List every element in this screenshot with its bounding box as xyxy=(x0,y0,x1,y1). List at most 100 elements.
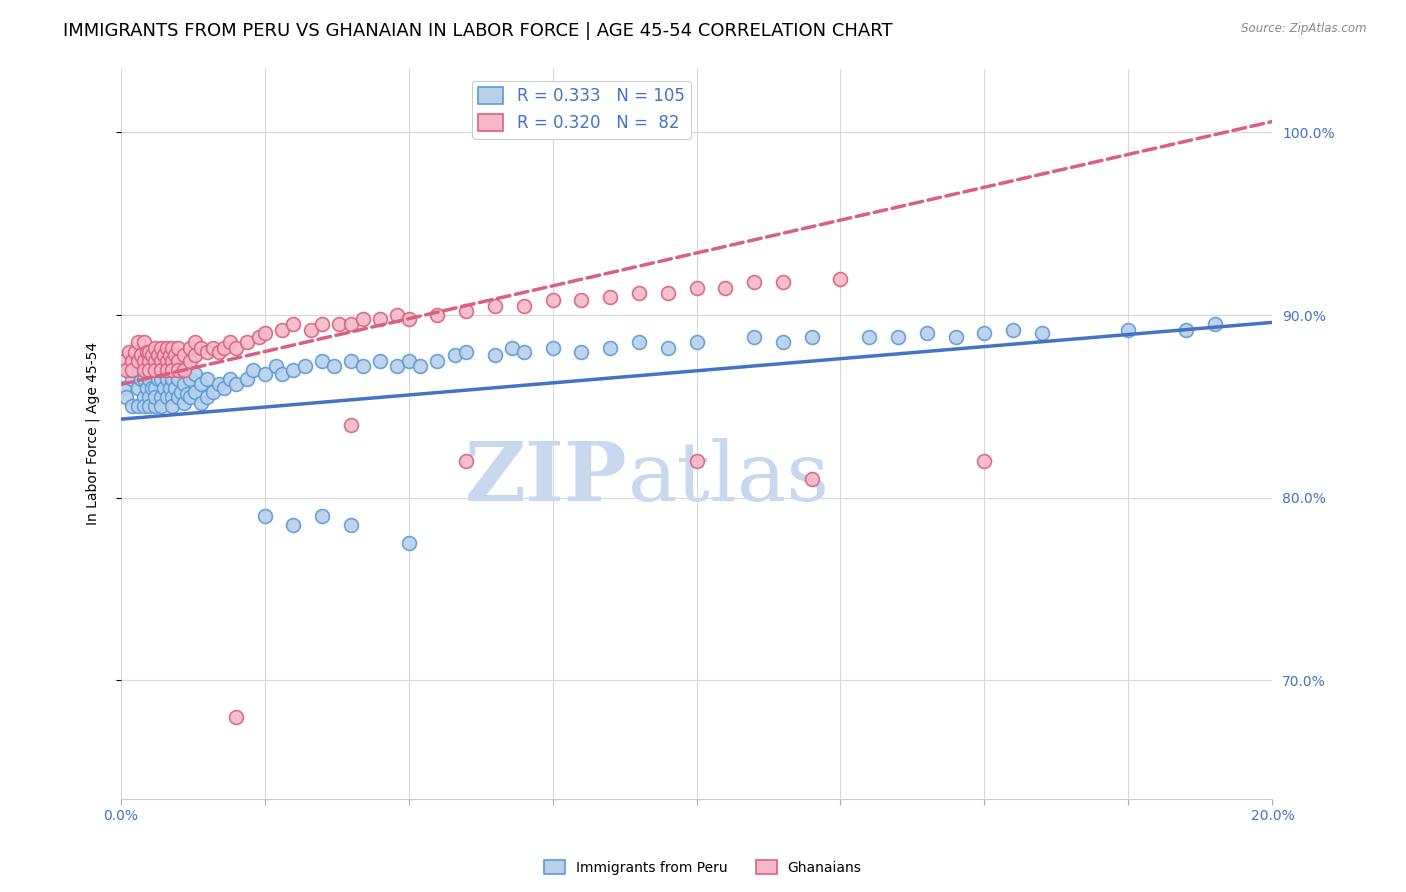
Point xyxy=(299,323,322,337)
Point xyxy=(141,381,163,395)
Point xyxy=(124,344,146,359)
Point xyxy=(513,344,536,359)
Point xyxy=(340,353,363,368)
Point xyxy=(283,363,305,377)
Point xyxy=(121,363,143,377)
Point xyxy=(149,390,172,404)
Point xyxy=(121,372,143,386)
Point xyxy=(501,341,523,355)
Point xyxy=(153,348,176,362)
Point xyxy=(143,390,166,404)
Point xyxy=(156,341,179,355)
Point xyxy=(409,359,432,374)
Point xyxy=(800,330,823,344)
Point xyxy=(170,384,193,399)
Point xyxy=(685,454,707,468)
Point xyxy=(156,363,179,377)
Point xyxy=(173,377,195,392)
Point xyxy=(311,353,333,368)
Point xyxy=(225,377,247,392)
Point xyxy=(179,341,201,355)
Point xyxy=(143,341,166,355)
Point xyxy=(149,363,172,377)
Point xyxy=(118,363,141,377)
Point xyxy=(141,348,163,362)
Point xyxy=(541,341,564,355)
Legend: R = 0.333   N = 105, R = 0.320   N =  82: R = 0.333 N = 105, R = 0.320 N = 82 xyxy=(471,80,692,138)
Point xyxy=(184,348,207,362)
Point xyxy=(1175,323,1198,337)
Point xyxy=(214,341,236,355)
Point xyxy=(173,348,195,362)
Point xyxy=(945,330,967,344)
Point xyxy=(1031,326,1053,341)
Point xyxy=(352,311,374,326)
Point xyxy=(973,326,995,341)
Point xyxy=(162,353,184,368)
Point xyxy=(143,353,166,368)
Point xyxy=(149,353,172,368)
Point xyxy=(190,377,212,392)
Point xyxy=(398,536,420,550)
Point xyxy=(167,341,190,355)
Point xyxy=(270,323,292,337)
Point xyxy=(627,335,650,350)
Point xyxy=(484,299,506,313)
Point xyxy=(800,473,823,487)
Point xyxy=(127,400,149,414)
Point xyxy=(132,353,155,368)
Point xyxy=(195,372,218,386)
Point xyxy=(385,359,408,374)
Point xyxy=(184,384,207,399)
Point xyxy=(742,330,765,344)
Point xyxy=(426,353,449,368)
Point xyxy=(426,308,449,322)
Point xyxy=(149,400,172,414)
Point xyxy=(127,353,149,368)
Point xyxy=(156,372,179,386)
Point xyxy=(146,372,169,386)
Point xyxy=(167,353,190,368)
Point xyxy=(115,390,138,404)
Point xyxy=(253,326,276,341)
Point xyxy=(219,372,242,386)
Point xyxy=(569,293,592,308)
Point xyxy=(190,341,212,355)
Point xyxy=(247,330,270,344)
Point xyxy=(541,293,564,308)
Point xyxy=(138,353,160,368)
Text: IMMIGRANTS FROM PERU VS GHANAIAN IN LABOR FORCE | AGE 45-54 CORRELATION CHART: IMMIGRANTS FROM PERU VS GHANAIAN IN LABO… xyxy=(63,22,893,40)
Point xyxy=(225,710,247,724)
Point xyxy=(156,353,179,368)
Point xyxy=(115,363,138,377)
Point xyxy=(190,396,212,410)
Point xyxy=(179,390,201,404)
Point xyxy=(162,390,184,404)
Point xyxy=(121,353,143,368)
Point xyxy=(135,344,157,359)
Legend: Immigrants from Peru, Ghanaians: Immigrants from Peru, Ghanaians xyxy=(538,855,868,880)
Point xyxy=(207,344,229,359)
Point xyxy=(456,344,478,359)
Point xyxy=(149,372,172,386)
Point xyxy=(162,353,184,368)
Point xyxy=(173,396,195,410)
Point xyxy=(253,508,276,523)
Point xyxy=(195,344,218,359)
Point xyxy=(167,353,190,368)
Point xyxy=(830,271,852,285)
Point xyxy=(772,335,794,350)
Point xyxy=(167,363,190,377)
Point xyxy=(129,348,152,362)
Point xyxy=(253,367,276,381)
Text: atlas: atlas xyxy=(627,438,830,517)
Point xyxy=(368,353,391,368)
Point xyxy=(657,286,679,301)
Point xyxy=(443,348,465,362)
Point xyxy=(385,308,408,322)
Point xyxy=(1118,323,1140,337)
Point xyxy=(569,344,592,359)
Point xyxy=(184,335,207,350)
Point xyxy=(135,381,157,395)
Point xyxy=(156,353,179,368)
